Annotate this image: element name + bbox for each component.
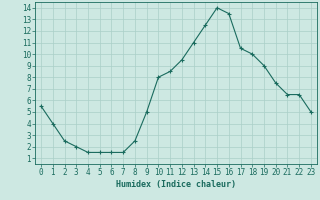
X-axis label: Humidex (Indice chaleur): Humidex (Indice chaleur) [116,180,236,189]
